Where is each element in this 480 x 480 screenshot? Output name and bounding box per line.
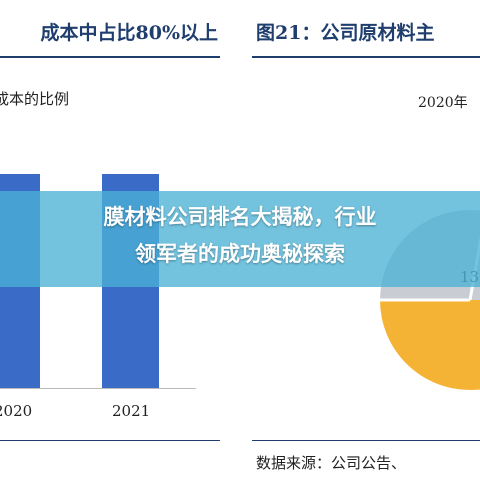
bar-chart-baseline <box>0 388 196 389</box>
headline-line-1: 膜材料公司排名大揭秘，行业 <box>103 205 377 229</box>
left-bottom-rule <box>0 440 220 441</box>
pie-chart-title: 2020年 <box>418 95 468 111</box>
x-tick-label-2020: 2020 <box>0 402 33 420</box>
right-bottom-rule <box>252 440 480 441</box>
headline-line-2: 领军者的成功奥秘探索 <box>135 242 345 266</box>
right-title-rule <box>252 56 480 58</box>
left-title-rule <box>0 56 220 58</box>
headline-banner <box>0 191 480 287</box>
pie-slice-gold <box>380 300 480 390</box>
left-chart-subtitle: 成本的比例 <box>0 90 70 108</box>
x-tick-label-2021: 2021 <box>112 402 151 420</box>
headline-text: 膜材料公司排名大揭秘，行业 领军者的成功奥秘探索 <box>0 199 480 273</box>
left-figure-title: 成本中占比80%以上 <box>40 22 219 44</box>
right-figure-title: 图21：公司原材料主 <box>256 22 435 44</box>
source-note: 数据来源：公司公告、 <box>256 454 407 472</box>
